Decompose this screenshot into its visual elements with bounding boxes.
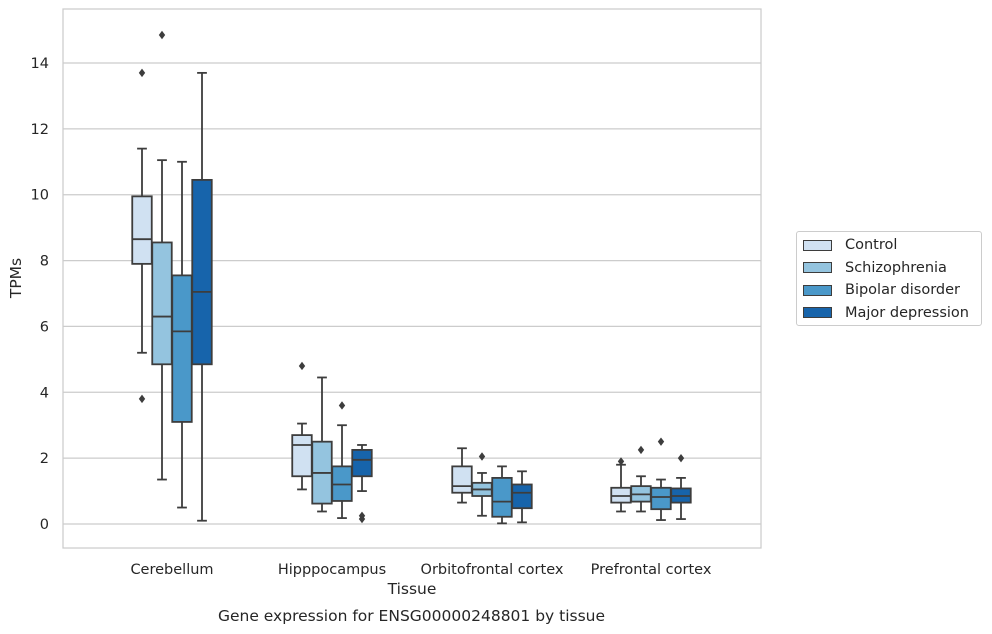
legend-item: Control bbox=[803, 235, 897, 255]
box bbox=[331, 401, 353, 519]
y-tick-label: 0 bbox=[40, 517, 49, 533]
box-iqr bbox=[171, 274, 193, 423]
legend-label: Schizophrenia bbox=[845, 259, 947, 276]
box bbox=[291, 361, 313, 491]
x-tick-label: Cerebellum bbox=[130, 562, 213, 578]
outlier-point bbox=[677, 453, 685, 463]
box bbox=[630, 445, 652, 513]
box bbox=[471, 452, 493, 517]
legend-item: Schizophrenia bbox=[803, 258, 947, 278]
figure-caption: Gene expression for ENSG00000248801 by t… bbox=[217, 607, 606, 625]
legend-swatch bbox=[803, 284, 832, 296]
box-iqr bbox=[191, 178, 213, 366]
box-iqr bbox=[511, 483, 533, 510]
outlier-point bbox=[478, 452, 486, 461]
box bbox=[511, 470, 533, 524]
legend-label: Bipolar disorder bbox=[845, 282, 960, 298]
box-iqr bbox=[650, 486, 672, 511]
box-iqr bbox=[151, 241, 173, 366]
y-tick-labels: 0 2 4 6 8 10 12 14 bbox=[31, 56, 49, 533]
legend-label: Control bbox=[845, 237, 898, 253]
box bbox=[131, 68, 153, 404]
boxes bbox=[131, 30, 692, 525]
outlier-point bbox=[138, 68, 146, 78]
y-tick-label: 6 bbox=[40, 319, 49, 335]
box bbox=[650, 437, 672, 521]
legend: Control Schizophrenia Bipolar disorder Majo… bbox=[796, 231, 982, 326]
legend-swatch bbox=[803, 262, 832, 273]
x-tick-label: Hipppocampus bbox=[278, 562, 386, 578]
y-tick-label: 10 bbox=[31, 188, 49, 204]
box bbox=[351, 444, 373, 524]
y-axis-label: TPMs bbox=[7, 258, 25, 299]
y-tick-label: 14 bbox=[31, 56, 49, 72]
outlier-point bbox=[138, 394, 146, 404]
box bbox=[670, 453, 692, 520]
plot-area-frame bbox=[62, 8, 762, 549]
y-tick-label: 8 bbox=[40, 254, 49, 270]
legend-item: Major depression bbox=[803, 303, 969, 323]
legend-swatch bbox=[803, 239, 832, 251]
legend-label: Major depression bbox=[845, 304, 969, 321]
outlier-point bbox=[298, 361, 306, 371]
box-iqr bbox=[491, 476, 513, 518]
y-tick-label: 12 bbox=[31, 122, 49, 138]
box bbox=[491, 465, 513, 525]
box bbox=[451, 447, 473, 504]
box bbox=[610, 457, 632, 513]
x-tick-label: Prefrontal cortex bbox=[591, 562, 712, 578]
box bbox=[311, 376, 333, 513]
outlier-point bbox=[358, 514, 366, 524]
outlier-point bbox=[158, 30, 166, 40]
y-tick-label: 2 bbox=[40, 451, 49, 467]
box bbox=[191, 71, 213, 522]
outlier-point bbox=[637, 445, 645, 455]
legend-item: Bipolar disorder bbox=[803, 280, 960, 300]
legend-swatch bbox=[803, 307, 832, 318]
outlier-point bbox=[338, 401, 346, 410]
box-iqr bbox=[291, 434, 313, 478]
x-axis-label: Tissue bbox=[387, 580, 437, 598]
box-iqr bbox=[451, 465, 473, 494]
box-iqr bbox=[131, 195, 153, 265]
box bbox=[151, 30, 173, 481]
y-tick-label: 4 bbox=[40, 385, 49, 401]
box bbox=[171, 160, 193, 509]
x-tick-labels: Cerebellum Hipppocampus Orbitofrontal cort… bbox=[130, 562, 711, 578]
x-tick-label: Orbitofrontal cortex bbox=[421, 562, 564, 578]
outlier-point bbox=[657, 437, 665, 446]
outlier-point bbox=[617, 457, 625, 466]
box-iqr bbox=[351, 449, 373, 478]
